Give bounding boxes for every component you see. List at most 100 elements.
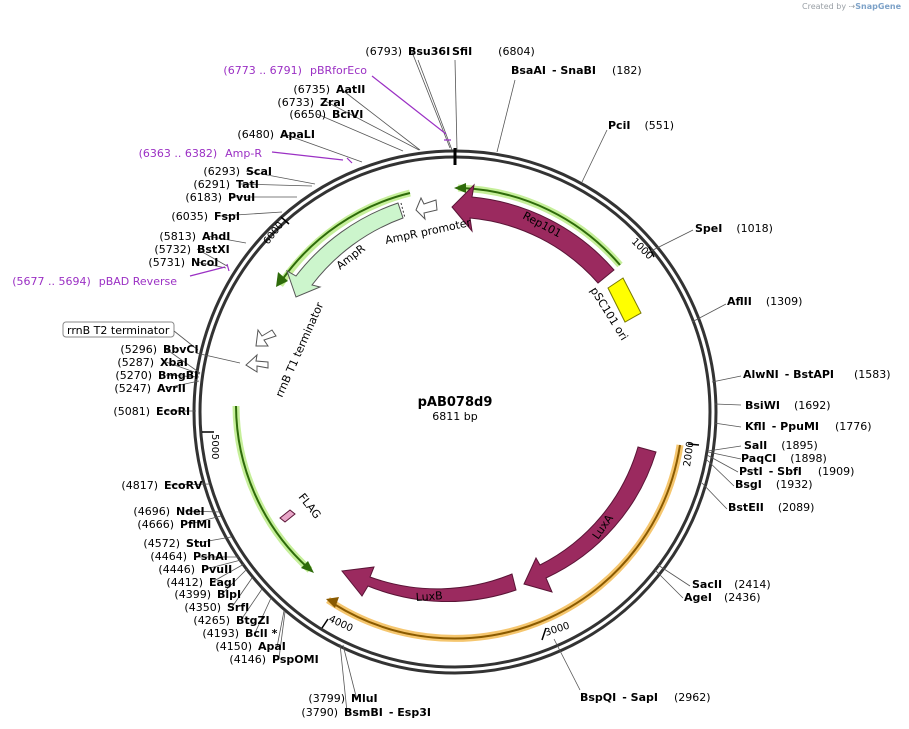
site-name-sacii: SacII: [692, 578, 722, 591]
site-name-psti-1: - SbfI: [769, 465, 802, 478]
site-paqci[interactable]: PaqCI (1898): [741, 452, 827, 465]
site-name-scai: ScaI: [246, 165, 272, 178]
feature-line-top: [461, 187, 621, 266]
feature-psc101-ori[interactable]: [607, 277, 642, 323]
primer-pbrforeco[interactable]: pBRforEco (6773 .. 6791): [223, 64, 367, 77]
primer-range-amp-r: (6363 .. 6382): [139, 147, 218, 160]
feature-line-lux-arrow: [326, 597, 339, 608]
feature-rep101[interactable]: [451, 183, 615, 284]
site-bsgi[interactable]: BsgI (1932): [735, 478, 812, 491]
site-stui[interactable]: (4572) StuI: [143, 537, 211, 550]
site-pshai[interactable]: (4464) PshAI: [150, 550, 227, 563]
feature-line-left: [235, 405, 309, 569]
site-bspqi[interactable]: BspQI - SapI (2962): [580, 691, 711, 704]
primer-markers: [189, 75, 451, 277]
site-aflii[interactable]: AflII (1309): [727, 295, 802, 308]
feature-ampr[interactable]: [286, 202, 404, 298]
feature-luxb[interactable]: [341, 566, 517, 603]
site-name-psti: PstI: [739, 465, 763, 478]
site-sfii[interactable]: SfiI (6804): [452, 45, 535, 58]
site-ahdi[interactable]: (5813) AhdI: [159, 230, 230, 243]
site-name-pshai: PshAI: [193, 550, 228, 563]
site-bsaai[interactable]: BsaAI - SnaBI (182): [511, 64, 642, 77]
site-bsteii[interactable]: BstEII (2089): [728, 501, 814, 514]
feature-rrnb-t2[interactable]: [245, 353, 269, 373]
site-pos-psti: (1909): [818, 465, 855, 478]
site-blpi[interactable]: (4399) BlpI: [174, 588, 241, 601]
site-bbvci[interactable]: (5296) BbvCI: [120, 343, 198, 356]
site-pos-eagi: (4412): [166, 576, 203, 589]
site-eagi[interactable]: (4412) EagI: [166, 576, 235, 589]
site-srfi[interactable]: (4350) SrfI: [184, 601, 249, 614]
site-name-pflmi: PflMI: [180, 518, 211, 531]
site-sacii[interactable]: SacII (2414): [692, 578, 771, 591]
site-name-apai: ApaI: [258, 640, 286, 653]
feature-ampr-promoter[interactable]: [415, 196, 438, 221]
site-name-stui: StuI: [186, 537, 211, 550]
feature-rrnb-t1[interactable]: [255, 328, 277, 347]
site-pos-srfi: (4350): [184, 601, 221, 614]
site-psti[interactable]: PstI - SbfI (1909): [739, 465, 854, 478]
site-fspi[interactable]: (6035) FspI: [171, 210, 240, 223]
site-pos-alwni: (1583): [854, 368, 891, 381]
site-ecori[interactable]: (5081) EcoRI: [113, 405, 190, 418]
site-alwni[interactable]: AlwNI - BstAPI (1583): [743, 368, 891, 381]
site-name-mlui: MluI: [351, 692, 378, 705]
primer-range-pbad-reverse: (5677 .. 5694): [12, 275, 91, 288]
site-name-bspqi-1: - SapI: [622, 691, 658, 704]
site-pos-spei: (1018): [736, 222, 773, 235]
site-name-blpi: BlpI: [217, 588, 241, 601]
site-pcii[interactable]: PciI (551): [608, 119, 674, 132]
site-pspomi[interactable]: (4146) PspOMI: [229, 653, 318, 666]
site-bmgbi[interactable]: (5270) BmgBI: [115, 369, 198, 382]
site-bsiwi[interactable]: BsiWI (1692): [745, 399, 831, 412]
feature-label-rrnb-t2-box: [62, 321, 175, 338]
site-pos-bcli: (4193): [202, 627, 239, 640]
tick-3000: [541, 627, 547, 641]
site-bcivi[interactable]: (6650) BciVI: [289, 108, 363, 121]
site-bstxi[interactable]: (5732) BstXI: [154, 243, 229, 256]
site-name-bsu36i: Bsu36I: [408, 45, 450, 58]
site-bsmbi[interactable]: (3790) BsmBI - Esp3I: [301, 706, 431, 719]
site-pos-pcii: (551): [644, 119, 674, 132]
primer-pbad-reverse[interactable]: pBAD Reverse (5677 .. 5694): [12, 275, 177, 288]
site-pos-apai: (4150): [215, 640, 252, 653]
site-kfli[interactable]: KflI - PpuMI (1776): [745, 420, 872, 433]
site-name-apali: ApaLI: [280, 128, 315, 141]
site-name-aflii: AflII: [727, 295, 752, 308]
site-pos-bsmbi: (3790): [301, 706, 338, 719]
feature-flag[interactable]: [279, 509, 296, 523]
site-spei[interactable]: SpeI (1018): [695, 222, 773, 235]
site-mlui[interactable]: (3799) MluI: [308, 692, 377, 705]
site-aatii[interactable]: (6735) AatII: [293, 83, 365, 96]
site-pvuii[interactable]: (4446) PvuII: [158, 563, 232, 576]
site-pos-kfli: (1776): [835, 420, 872, 433]
site-name-bsgi: BsgI: [735, 478, 762, 491]
site-agei[interactable]: AgeI (2436): [684, 591, 761, 604]
site-ecorv[interactable]: (4817) EcoRV: [121, 479, 203, 492]
site-pos-zrai: (6733): [277, 96, 314, 109]
site-apai[interactable]: (4150) ApaI: [215, 640, 285, 653]
site-labels: BsaAI - SnaBI (182) PciI (551) SpeI (1018) AflI…: [113, 45, 890, 719]
site-pos-bstxi: (5732): [154, 243, 191, 256]
site-scai[interactable]: (6293) ScaI: [203, 165, 272, 178]
site-bcli[interactable]: (4193) BclI *: [202, 627, 277, 640]
site-btgzi[interactable]: (4265) BtgZI: [193, 614, 269, 627]
site-zrai[interactable]: (6733) ZraI: [277, 96, 345, 109]
site-pvui[interactable]: (6183) PvuI: [185, 191, 255, 204]
site-ndei[interactable]: (4696) NdeI: [133, 505, 204, 518]
site-pos-pshai: (4464): [150, 550, 187, 563]
site-sali[interactable]: SalI (1895): [744, 439, 818, 452]
site-avrii[interactable]: (5247) AvrII: [114, 382, 185, 395]
feature-luxa[interactable]: [523, 446, 657, 593]
primer-amp-r[interactable]: Amp-R (6363 .. 6382): [139, 147, 263, 160]
site-xbai[interactable]: (5287) XbaI: [117, 356, 187, 369]
site-tati[interactable]: (6291) TatI: [193, 178, 258, 191]
site-name-pcii: PciI: [608, 119, 630, 132]
site-bsu36i[interactable]: (6793) Bsu36I: [365, 45, 450, 58]
site-apali[interactable]: (6480) ApaLI: [237, 128, 315, 141]
site-ncoi[interactable]: (5731) NcoI: [148, 256, 218, 269]
site-name-bsmbi: BsmBI: [344, 706, 383, 719]
site-pflmi[interactable]: (4666) PflMI: [137, 518, 211, 531]
site-pos-pvui: (6183): [185, 191, 222, 204]
